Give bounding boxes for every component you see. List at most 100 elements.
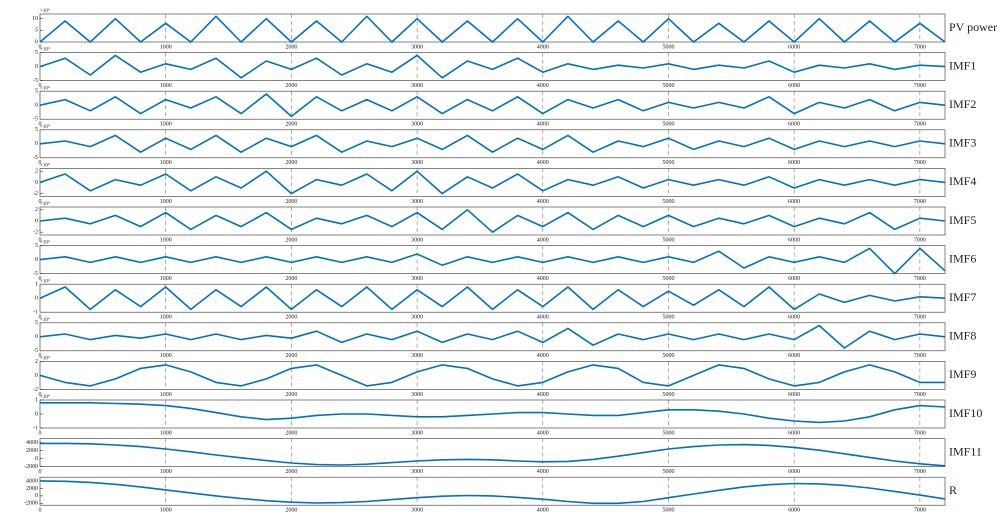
x-tick-label: 0 bbox=[39, 199, 42, 205]
x-tick-label: 5000 bbox=[662, 315, 674, 321]
y-tick-label: 2 bbox=[35, 169, 38, 175]
x-tick-label: 1000 bbox=[160, 160, 172, 166]
x-tick-label: 3000 bbox=[411, 392, 423, 398]
y-tick-label: -2 bbox=[33, 191, 38, 197]
x-tick-label: 2000 bbox=[285, 237, 297, 243]
y-tick-label: 0 bbox=[35, 296, 38, 302]
x-tick-label: 4000 bbox=[537, 83, 549, 89]
x-tick-label: 7000 bbox=[914, 122, 926, 128]
x-tick-label: 0 bbox=[39, 353, 42, 359]
y-tick-label: 1 bbox=[35, 397, 38, 403]
x-tick-label: 0 bbox=[39, 469, 42, 475]
x-tick-label: 0 bbox=[39, 276, 42, 282]
x-tick-label: 7000 bbox=[914, 508, 926, 514]
x-tick-label: 4000 bbox=[537, 353, 549, 359]
y-tick-label: 0 bbox=[35, 103, 38, 109]
x-tick-label: 1000 bbox=[160, 430, 172, 436]
x-tick-label: 0 bbox=[39, 44, 42, 50]
x-tick-label: 2000 bbox=[285, 83, 297, 89]
signal-line bbox=[39, 134, 946, 153]
panel-label: R bbox=[949, 483, 957, 497]
y-tick-label: 5 bbox=[35, 243, 38, 249]
x-tick-label: 7000 bbox=[914, 199, 926, 205]
x-tick-label: 3000 bbox=[411, 353, 423, 359]
x-tick-label: 2000 bbox=[285, 44, 297, 50]
y-tick-label: 2000 bbox=[26, 448, 38, 454]
signal-line bbox=[40, 442, 946, 467]
x-tick-label: 7000 bbox=[914, 353, 926, 359]
x-tick-label: 1000 bbox=[160, 315, 172, 321]
y-tick-label: -2 bbox=[33, 230, 38, 236]
signal-line bbox=[39, 286, 946, 311]
x-tick-label: 5000 bbox=[662, 392, 674, 398]
panel-label: IMF10 bbox=[949, 406, 982, 420]
panel-label: PV power bbox=[949, 20, 997, 34]
y-tick-label: 0 bbox=[35, 180, 38, 186]
x-tick-label: 0 bbox=[39, 237, 42, 243]
y-tick-label: 5 bbox=[35, 28, 38, 34]
y-exponent: ×10⁴ bbox=[40, 85, 50, 91]
y-tick-label: -2000 bbox=[24, 501, 38, 507]
y-exponent: ×10⁴ bbox=[40, 124, 50, 130]
x-tick-label: 5000 bbox=[662, 276, 674, 282]
x-tick-label: 6000 bbox=[788, 122, 800, 128]
y-tick-label: 4000 bbox=[26, 440, 38, 446]
x-tick-label: 5000 bbox=[662, 353, 674, 359]
x-tick-label: 7000 bbox=[914, 430, 926, 436]
signal-line bbox=[39, 170, 946, 195]
x-tick-label: 4000 bbox=[537, 160, 549, 166]
y-tick-label: 0 bbox=[35, 64, 38, 70]
y-tick-label: 0 bbox=[35, 218, 38, 224]
y-tick-label: 0 bbox=[35, 257, 38, 263]
y-exponent: ×10⁴ bbox=[40, 394, 50, 400]
x-tick-label: 3000 bbox=[411, 276, 423, 282]
y-tick-label: 0 bbox=[35, 39, 38, 45]
x-tick-label: 1000 bbox=[160, 469, 172, 475]
x-tick-label: 0 bbox=[39, 508, 42, 514]
panel-label: IMF2 bbox=[949, 97, 976, 111]
y-exponent: ×10⁴ bbox=[40, 278, 50, 284]
x-tick-label: 6000 bbox=[788, 83, 800, 89]
x-tick-label: 1000 bbox=[160, 122, 172, 128]
y-exponent: ×10⁴ bbox=[40, 356, 50, 362]
x-tick-label: 5000 bbox=[662, 469, 674, 475]
x-tick-label: 4000 bbox=[537, 469, 549, 475]
x-tick-label: 3000 bbox=[411, 315, 423, 321]
x-tick-label: 2000 bbox=[285, 122, 297, 128]
y-tick-label: 0 bbox=[35, 373, 38, 379]
x-tick-label: 0 bbox=[39, 392, 42, 398]
x-tick-label: 6000 bbox=[788, 508, 800, 514]
y-tick-label: 0 bbox=[35, 456, 38, 462]
y-tick-label: -1 bbox=[33, 310, 38, 316]
x-tick-label: 6000 bbox=[788, 237, 800, 243]
signal-line bbox=[39, 324, 946, 349]
x-tick-label: 4000 bbox=[537, 430, 549, 436]
x-tick-label: 4000 bbox=[537, 122, 549, 128]
x-tick-label: 6000 bbox=[788, 276, 800, 282]
x-tick-label: 3000 bbox=[411, 160, 423, 166]
x-tick-label: 7000 bbox=[914, 392, 926, 398]
axes-box bbox=[39, 283, 946, 313]
x-tick-label: 4000 bbox=[537, 237, 549, 243]
y-tick-label: 5 bbox=[35, 127, 38, 133]
x-tick-label: 4000 bbox=[537, 44, 549, 50]
x-tick-label: 6000 bbox=[788, 469, 800, 475]
x-tick-label: 1000 bbox=[160, 237, 172, 243]
x-tick-label: 7000 bbox=[914, 237, 926, 243]
x-tick-label: 6000 bbox=[788, 199, 800, 205]
x-tick-label: 3000 bbox=[411, 430, 423, 436]
y-tick-label: 5 bbox=[35, 89, 38, 95]
x-tick-label: 7000 bbox=[914, 83, 926, 89]
x-tick-label: 4000 bbox=[537, 315, 549, 321]
y-tick-label: 1 bbox=[35, 282, 38, 288]
x-tick-label: 1000 bbox=[160, 44, 172, 50]
x-tick-label: 1000 bbox=[160, 508, 172, 514]
y-tick-label: -5 bbox=[33, 78, 38, 84]
x-tick-label: 1000 bbox=[160, 199, 172, 205]
x-tick-label: 6000 bbox=[788, 315, 800, 321]
y-tick-label: -2000 bbox=[24, 464, 38, 470]
x-tick-label: 2000 bbox=[285, 276, 297, 282]
x-tick-label: 5000 bbox=[662, 160, 674, 166]
x-tick-label: 7000 bbox=[914, 44, 926, 50]
x-tick-label: 1000 bbox=[160, 83, 172, 89]
